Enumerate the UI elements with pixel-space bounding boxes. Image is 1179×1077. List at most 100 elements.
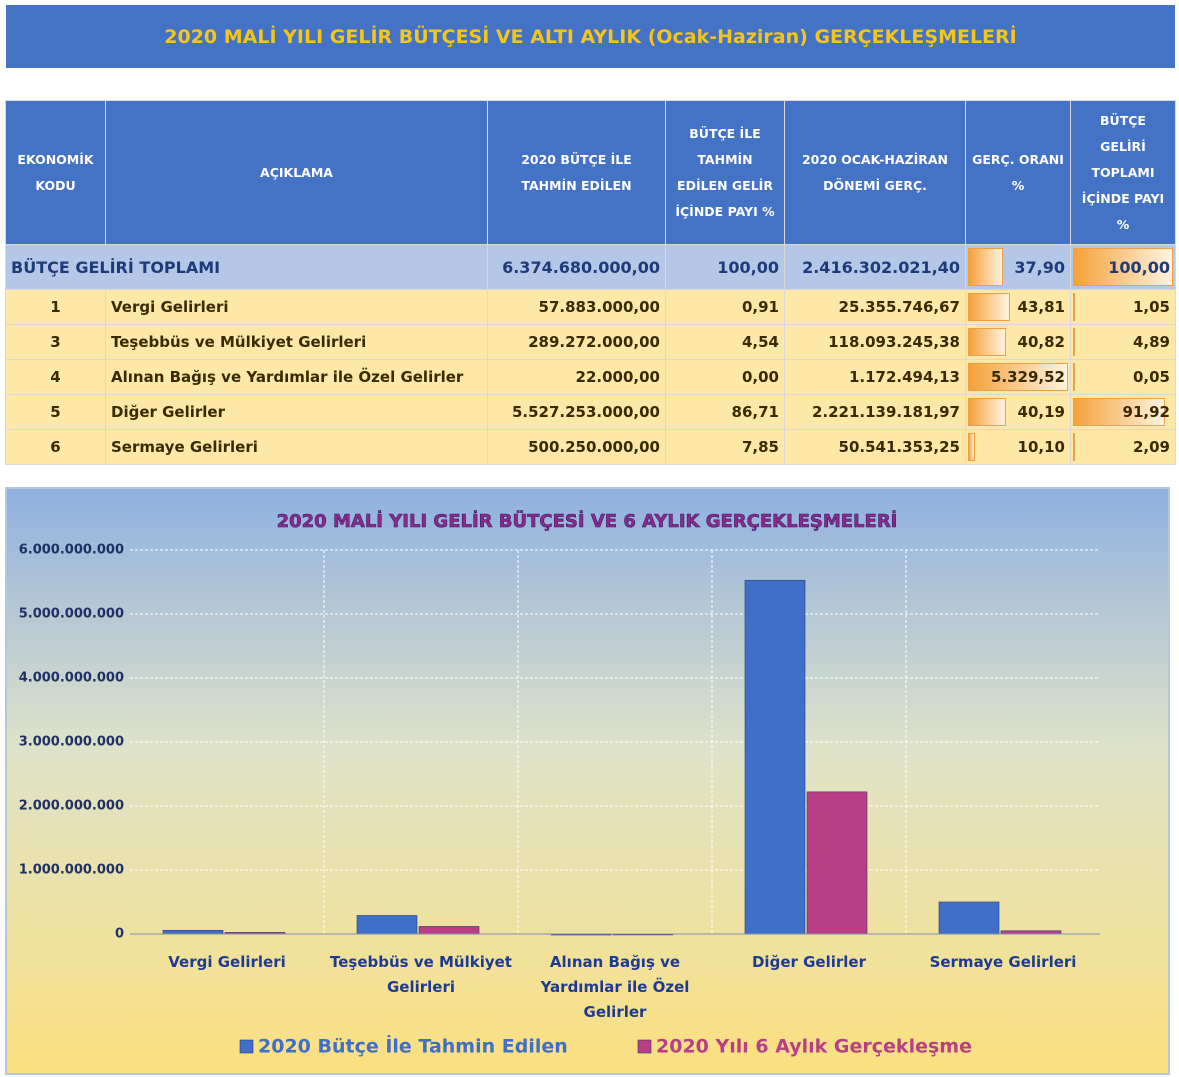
cell-text: 40,19 (1017, 403, 1065, 421)
table-cell: 118.093.245,38 (784, 324, 966, 360)
y-tick-label: 6.000.000.000 (19, 543, 124, 558)
data-row: 3 Teşebbüs ve Mülkiyet Gelirleri 289.272.0… (5, 324, 1176, 360)
x-tick-label: Alınan Bağış ve Yardımlar ile Özel Gelirle… (540, 953, 690, 1021)
column-header: 2020 OCAK-HAZİRAN DÖNEMİ GERÇ. (784, 100, 966, 245)
header-row: EKONOMİK KODU AÇIKLAMA 2020 BÜTÇE İLE TAHM… (5, 100, 1176, 245)
x-tick-label: Diğer Gelirler (752, 953, 867, 971)
legend-swatch (239, 1039, 254, 1054)
y-tick-label: 0 (115, 927, 124, 942)
data-bar (968, 248, 1004, 286)
table-cell: 22.000,00 (487, 359, 666, 395)
cell-text: 0,05 (1132, 368, 1170, 386)
table-cell: 1,05 (1070, 289, 1176, 325)
table-cell: 0,00 (665, 359, 785, 395)
table-cell: 91,92 (1070, 394, 1176, 430)
data-bar (1073, 398, 1165, 426)
data-bar (1073, 433, 1075, 461)
data-row: 1 Vergi Gelirleri 57.883.000,00 0,91 25.355.… (5, 289, 1176, 325)
data-row: 5 Diğer Gelirler 5.527.253.000,00 86,71 2.22… (5, 394, 1176, 430)
table-cell: 37,90 (965, 244, 1071, 290)
data-bar (1073, 363, 1075, 391)
cell-text: 5.329,52 (990, 368, 1065, 386)
data-bar (968, 398, 1006, 426)
column-header: EKONOMİK KODU (5, 100, 106, 245)
column-header: BÜTÇE İLE TAHMİN EDİLEN GELİR İÇİNDE PAY… (665, 100, 785, 245)
cell-text: 10,10 (1017, 438, 1065, 456)
budget-table: EKONOMİK KODU AÇIKLAMA 2020 BÜTÇE İLE TAHM… (5, 100, 1176, 465)
data-bar (1073, 328, 1075, 356)
data-bar (1073, 293, 1075, 321)
table-cell: 7,85 (665, 429, 785, 465)
table-cell: Alınan Bağış ve Yardımlar ile Özel Gelir… (105, 359, 488, 395)
table-cell: 2.416.302.021,40 (784, 244, 966, 290)
table-cell: 25.355.746,67 (784, 289, 966, 325)
data-row: 4 Alınan Bağış ve Yardımlar ile Özel Geli… (5, 359, 1176, 395)
column-header: 2020 BÜTÇE İLE TAHMİN EDİLEN (487, 100, 666, 245)
table-cell: 0,91 (665, 289, 785, 325)
table-cell: 86,71 (665, 394, 785, 430)
cell-text: 40,82 (1017, 333, 1065, 351)
data-bar (968, 293, 1010, 321)
cell-text: 4,89 (1132, 333, 1170, 351)
table-cell: 6.374.680.000,00 (487, 244, 666, 290)
y-tick-label: 1.000.000.000 (19, 863, 124, 878)
x-tick-label: Vergi Gelirleri (168, 953, 285, 971)
table-cell: 6 (5, 429, 106, 465)
cell-text: 91,92 (1122, 403, 1170, 421)
page-title: 2020 MALİ YILI GELİR BÜTÇESİ VE ALTI AYL… (6, 5, 1175, 68)
y-tick-label: 2.000.000.000 (19, 799, 124, 814)
cell-text: 1,05 (1132, 298, 1170, 316)
table-cell: 10,10 (965, 429, 1071, 465)
chart-background (5, 487, 1170, 1075)
column-header: AÇIKLAMA (105, 100, 488, 245)
data-bar (968, 328, 1007, 356)
y-tick-label: 4.000.000.000 (19, 671, 124, 686)
column-header: BÜTÇE GELİRİ TOPLAMI İÇİNDE PAYI % (1070, 100, 1176, 245)
chart-title: 2020 MALİ YILI GELİR BÜTÇESİ VE 6 AYLIK … (277, 510, 898, 532)
y-tick-label: 3.000.000.000 (19, 735, 124, 750)
column-header: GERÇ. ORANI % (965, 100, 1071, 245)
table-cell: 4,54 (665, 324, 785, 360)
bar (806, 791, 868, 935)
table-cell: 40,82 (965, 324, 1071, 360)
total-row: BÜTÇE GELİRİ TOPLAMI 6.374.680.000,00 100,… (5, 244, 1176, 290)
data-row: 6 Sermaye Gelirleri 500.250.000,00 7,85 50.5… (5, 429, 1176, 465)
table-cell: 2,09 (1070, 429, 1176, 465)
table-cell: Sermaye Gelirleri (105, 429, 488, 465)
legend-swatch (637, 1039, 652, 1054)
table-cell: 1.172.494,13 (784, 359, 966, 395)
x-tick-label: Sermaye Gelirleri (930, 953, 1077, 971)
table-cell: Vergi Gelirleri (105, 289, 488, 325)
table-cell: 5.329,52 (965, 359, 1071, 395)
table-cell: 0,05 (1070, 359, 1176, 395)
table-cell: BÜTÇE GELİRİ TOPLAMI (5, 244, 488, 290)
bar (938, 901, 1000, 935)
table-cell: 4 (5, 359, 106, 395)
table-cell: 57.883.000,00 (487, 289, 666, 325)
cell-text: 2,09 (1132, 438, 1170, 456)
data-bar (1073, 248, 1173, 286)
table-cell: 5.527.253.000,00 (487, 394, 666, 430)
chart: 2020 MALİ YILI GELİR BÜTÇESİ VE 6 AYLIK … (5, 487, 1170, 1075)
data-bar (968, 363, 1068, 391)
table-cell: 4,89 (1070, 324, 1176, 360)
table-cell: 40,19 (965, 394, 1071, 430)
table-cell: 5 (5, 394, 106, 430)
table-cell: 100,00 (1070, 244, 1176, 290)
cell-text: 100,00 (1108, 257, 1170, 277)
x-tick-label: Teşebbüs ve Mülkiyet Gelirleri (330, 953, 512, 996)
data-bar (968, 433, 975, 461)
table-cell: 500.250.000,00 (487, 429, 666, 465)
bar (744, 579, 806, 935)
table-cell: 1 (5, 289, 106, 325)
table-cell: 43,81 (965, 289, 1071, 325)
table-cell: 100,00 (665, 244, 785, 290)
table-cell: 3 (5, 324, 106, 360)
y-tick-label: 5.000.000.000 (19, 607, 124, 622)
table-cell: Diğer Gelirler (105, 394, 488, 430)
table-cell: 2.221.139.181,97 (784, 394, 966, 430)
bar (162, 929, 224, 935)
bar (418, 926, 480, 935)
table-cell: 289.272.000,00 (487, 324, 666, 360)
